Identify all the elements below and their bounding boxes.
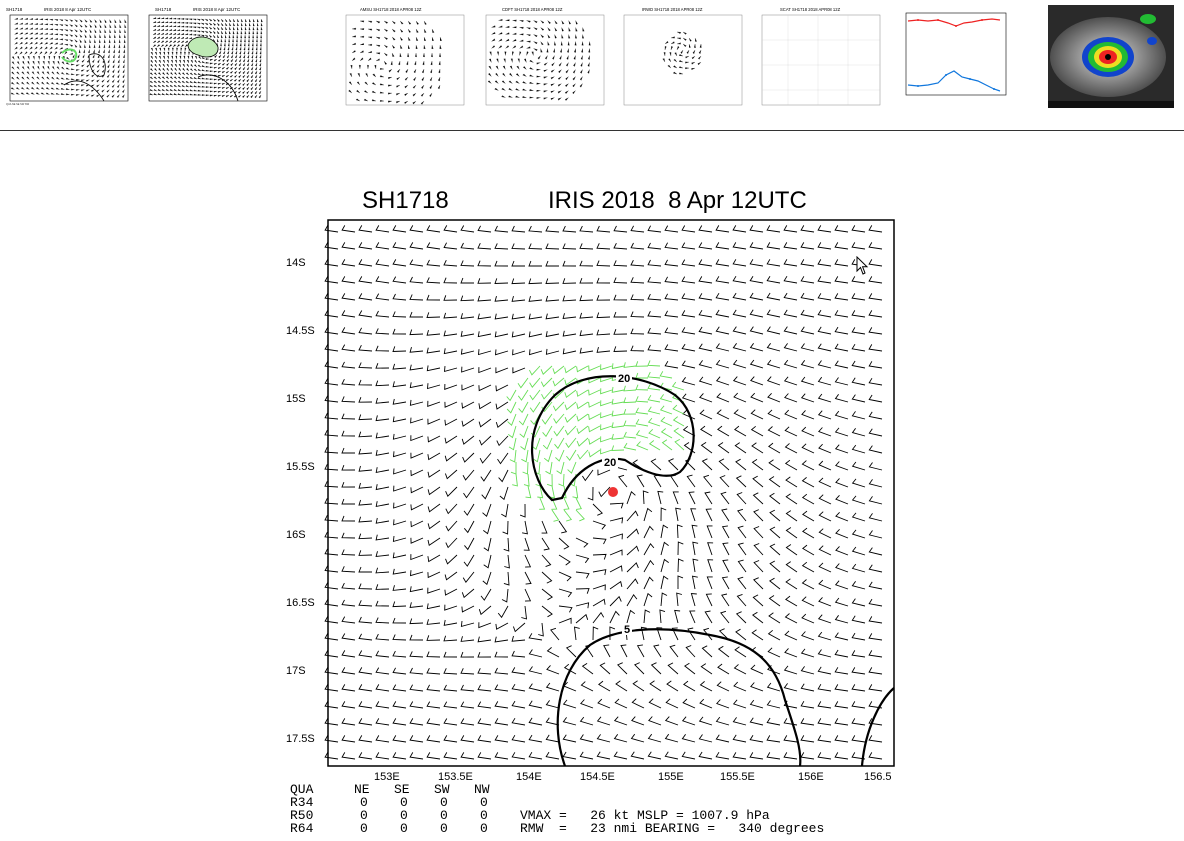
row-r50-label: R50 xyxy=(290,808,313,823)
lon-tick-5: 155.5E xyxy=(720,771,755,783)
row-r50-sw: 0 xyxy=(440,808,448,823)
thumb1-sub: IRIS 2018 8 Apr 12UTC xyxy=(44,7,92,12)
thumbnail-amsu-image: AMSU SH1718 2018 APR08 12Z xyxy=(345,7,465,106)
lon-tick-4: 155E xyxy=(658,771,684,783)
main-wind-analysis-plot: SH1718 IRIS 2018 8 Apr 12UTC 20 20 5 14S… xyxy=(280,180,900,836)
row-r50-nw: 0 xyxy=(480,808,488,823)
lat-tick-4: 16S xyxy=(286,529,306,541)
lat-tick-7: 17.5S xyxy=(286,733,315,745)
row-r64-nw: 0 xyxy=(480,821,488,836)
row-r34-sw: 0 xyxy=(440,795,448,810)
thumbnail-intensity-timeseries[interactable] xyxy=(900,5,1012,108)
wind-barbs xyxy=(324,225,883,760)
main-plot-svg: SH1718 IRIS 2018 8 Apr 12UTC 20 20 5 14S… xyxy=(286,187,895,836)
strong-wind-barbs xyxy=(506,360,685,522)
header-divider xyxy=(0,130,1184,131)
row-r64-sw: 0 xyxy=(440,821,448,836)
contour-5kt xyxy=(556,628,802,767)
thumb2-label: SH1718 xyxy=(155,7,172,12)
contour-label-3: 5 xyxy=(624,624,630,636)
row-r64-label: R64 xyxy=(290,821,314,836)
thumbnail-windfield-2-image: SH1718 IRIS 2018 8 Apr 12UTC xyxy=(148,7,268,102)
table-header-ne: NE xyxy=(354,782,370,797)
lat-tick-2: 15S xyxy=(286,393,306,405)
table-header-se: SE xyxy=(394,782,410,797)
thumbnail-irwd-image: IRWD SH1718 2018 APR08 12Z xyxy=(623,7,743,106)
contour-label-1: 20 xyxy=(618,373,630,385)
rmw-bearing-readout: RMW = 23 nmi BEARING = 340 degrees xyxy=(520,821,824,836)
thumbnail-scat[interactable]: SCAT SH1718 2018 APR08 12Z xyxy=(758,5,882,108)
storm-id: SH1718 xyxy=(362,187,449,214)
row-r34-ne: 0 xyxy=(360,795,368,810)
contour-label-2: 20 xyxy=(604,457,616,469)
lat-tick-0: 14S xyxy=(286,257,306,269)
thumbnail-amsu[interactable]: AMSU SH1718 2018 APR08 12Z xyxy=(342,5,466,108)
lon-tick-7: 156.5 xyxy=(864,771,892,783)
thumbnail-satellite[interactable] xyxy=(1048,5,1174,108)
lon-tick-2: 154E xyxy=(516,771,542,783)
table-header-nw: NW xyxy=(474,782,490,797)
thumbnail-windfield-1-image: SH1718 IRIS 2018 8 Apr 12UTC QUA NE SE S… xyxy=(6,7,129,106)
lat-tick-1: 14.5S xyxy=(286,325,315,337)
lon-tick-6: 156E xyxy=(798,771,824,783)
lat-tick-3: 15.5S xyxy=(286,461,315,473)
thumb1-label: SH1718 xyxy=(6,7,23,12)
row-r50-se: 0 xyxy=(400,808,408,823)
thumb6-label: SCAT SH1718 2018 APR08 12Z xyxy=(780,7,841,12)
thumbnail-scat-image: SCAT SH1718 2018 APR08 12Z xyxy=(761,7,881,106)
table-header-sw: SW xyxy=(434,782,450,797)
thumbnail-satellite-image xyxy=(1048,5,1174,108)
svg-text:QUA NE SE SW NW: QUA NE SE SW NW xyxy=(6,103,30,106)
thumbnail-irwd[interactable]: IRWD SH1718 2018 APR08 12Z xyxy=(620,5,744,108)
table-header-qua: QUA xyxy=(290,782,314,797)
thumbnail-cdft[interactable]: CDFT SH1718 2018 APR08 12Z xyxy=(482,5,606,108)
row-r64-ne: 0 xyxy=(360,821,368,836)
mouse-cursor-icon xyxy=(856,256,869,275)
lon-tick-0: 153E xyxy=(374,771,400,783)
thumbnail-windfield-2[interactable]: SH1718 IRIS 2018 8 Apr 12UTC xyxy=(143,5,269,108)
lon-tick-1: 153.5E xyxy=(438,771,473,783)
row-r34-se: 0 xyxy=(400,795,408,810)
lon-tick-3: 154.5E xyxy=(580,771,615,783)
thumb2-sub: IRIS 2018 8 Apr 12UTC xyxy=(193,7,241,12)
row-r34-label: R34 xyxy=(290,795,314,810)
thumbnail-windfield-1[interactable]: SH1718 IRIS 2018 8 Apr 12UTC QUA NE SE S… xyxy=(4,5,130,108)
thumbnail-cdft-image: CDFT SH1718 2018 APR08 12Z xyxy=(485,7,605,106)
thumb4-label: CDFT SH1718 2018 APR08 12Z xyxy=(502,7,563,12)
plot-title: IRIS 2018 8 Apr 12UTC xyxy=(548,187,807,214)
row-r50-ne: 0 xyxy=(360,808,368,823)
thumb5-label: IRWD SH1718 2018 APR08 12Z xyxy=(642,7,703,12)
vmax-mslp-readout: VMAX = 26 kt MSLP = 1007.9 hPa xyxy=(520,808,770,823)
storm-center-marker xyxy=(608,487,618,497)
thumb3-label: AMSU SH1718 2018 APR08 12Z xyxy=(360,7,422,12)
contour-east xyxy=(860,687,895,767)
lat-tick-5: 16.5S xyxy=(286,597,315,609)
lat-tick-6: 17S xyxy=(286,665,306,677)
row-r64-se: 0 xyxy=(400,821,408,836)
thumbnail-timeseries-image xyxy=(905,12,1007,96)
row-r34-nw: 0 xyxy=(480,795,488,810)
